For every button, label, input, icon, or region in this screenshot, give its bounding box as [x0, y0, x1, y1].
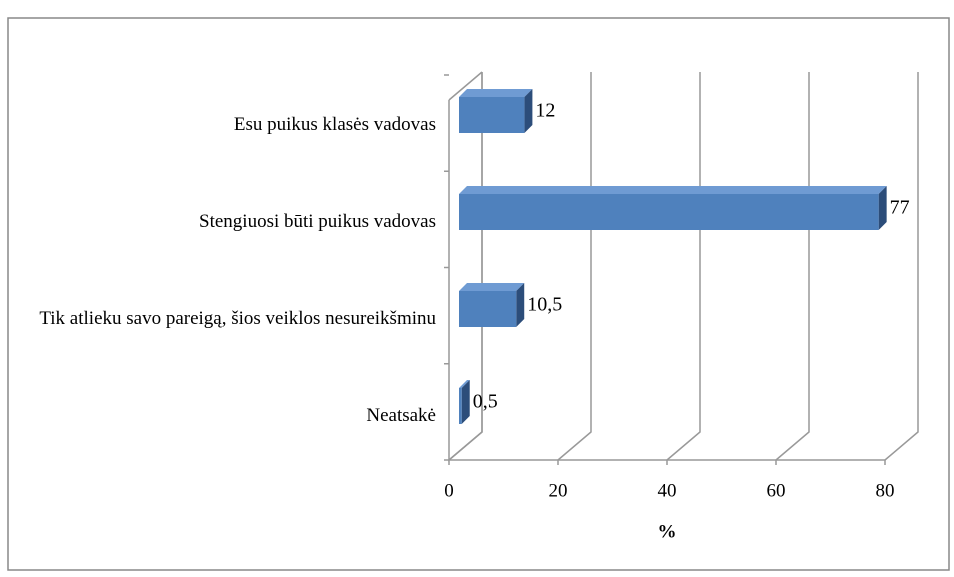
bar	[459, 89, 533, 133]
frame	[7, 17, 950, 571]
bar-side	[524, 89, 533, 133]
x-tick-label: 40	[658, 480, 677, 501]
bar-top	[459, 283, 525, 291]
x-tick-label: 60	[767, 480, 786, 501]
x-tick-label: 80	[876, 480, 895, 501]
value-label: 12	[535, 100, 555, 122]
grid-line	[775, 72, 810, 461]
bar-front	[459, 388, 462, 424]
value-label: 77	[890, 197, 910, 219]
bar	[459, 380, 470, 424]
category-label: Tik atlieku savo pareigą, šios veiklos n…	[39, 308, 436, 329]
x-tick-label: 20	[549, 480, 568, 501]
bar-front	[459, 291, 517, 327]
grid-line	[884, 72, 919, 461]
x-tick-label: 0	[444, 480, 454, 501]
value-label: 10,5	[527, 294, 562, 316]
grid-line	[666, 72, 701, 461]
bar-front	[459, 97, 525, 133]
bar	[459, 283, 525, 327]
bar-top	[459, 186, 887, 194]
bar	[459, 186, 887, 230]
bar-top	[459, 380, 470, 388]
value-label: 0,5	[473, 391, 498, 413]
bar-side	[461, 380, 470, 424]
bar-top	[459, 89, 533, 97]
bar-side	[516, 283, 525, 327]
category-label: Neatsakė	[366, 405, 436, 426]
grid-line	[557, 72, 592, 461]
category-label: Stengiuosi būti puikus vadovas	[199, 211, 436, 232]
bar-front	[459, 194, 879, 230]
bar-side	[878, 186, 887, 230]
x-axis-label: %	[658, 521, 677, 542]
category-label: Esu puikus klasės vadovas	[233, 114, 436, 135]
